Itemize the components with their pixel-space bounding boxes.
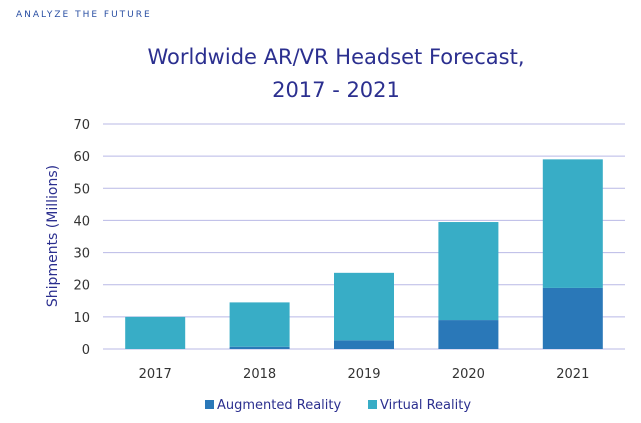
y-tick-label: 10 (73, 311, 90, 326)
y-tick-label: 70 (73, 118, 90, 133)
legend-swatch-virtual (368, 400, 377, 409)
x-tick-label: 2021 (556, 367, 589, 382)
y-tick-label: 40 (73, 214, 90, 229)
x-tick-label: 2020 (452, 367, 485, 382)
bar-virtual-2021 (542, 159, 603, 288)
bar-virtual-2018 (229, 302, 290, 347)
x-axis-ticks: 2017 2018 2019 2020 2021 (139, 367, 590, 382)
legend: Augmented Reality Virtual Reality (205, 398, 471, 413)
legend-label: Virtual Reality (380, 398, 471, 413)
y-axis-title: Shipments (Millions) (45, 165, 61, 307)
legend-label: Augmented Reality (217, 398, 341, 413)
gridlines (103, 123, 625, 350)
y-tick-label: 20 (73, 279, 90, 294)
bars (125, 159, 603, 349)
x-tick-label: 2017 (139, 367, 172, 382)
y-tick-label: 50 (73, 182, 90, 197)
x-tick-label: 2019 (347, 367, 380, 382)
bar-virtual-2019 (334, 272, 394, 341)
y-tick-label: 30 (73, 247, 90, 262)
chart-title-line-2: 2017 - 2021 (272, 78, 400, 102)
y-axis-ticks: 0 10 20 30 40 50 60 70 (73, 118, 90, 358)
bar-virtual-2020 (438, 222, 499, 321)
chart-title-group: Worldwide AR/VR Headset Forecast, 2017 -… (148, 45, 525, 102)
x-tick-label: 2018 (243, 367, 276, 382)
bar-augmented-2021 (542, 287, 603, 349)
brand-tagline: ANALYZE THE FUTURE (16, 10, 152, 20)
chart-title-line-1: Worldwide AR/VR Headset Forecast, (148, 45, 525, 69)
bar-augmented-2018 (229, 346, 290, 349)
y-tick-label: 60 (73, 150, 90, 165)
bar-virtual-2017 (125, 316, 186, 349)
bar-augmented-2019 (334, 340, 394, 349)
y-tick-label: 0 (82, 343, 90, 358)
legend-swatch-augmented (205, 400, 214, 409)
bar-augmented-2020 (438, 320, 499, 349)
